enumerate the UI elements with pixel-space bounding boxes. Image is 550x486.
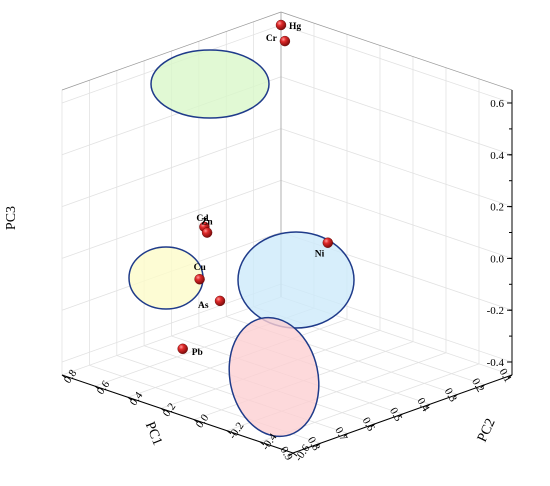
data-point-cr [279,35,291,47]
grid-line [61,128,282,207]
y-tick-mark [259,441,265,446]
data-point-pb [177,343,188,354]
z-tick-label: 0.2 [490,202,504,214]
data-point-cu [194,274,205,285]
grid-line [280,24,513,104]
x-tick-mark [316,442,321,447]
z-tick-label: 0.6 [490,98,504,110]
y-axis-title: PC2 [475,416,499,444]
x-tick-mark [398,413,403,418]
x-tick-mark [370,423,376,428]
data-point-zn [201,227,213,238]
cluster-ellipse [128,246,204,310]
data-point-as [214,295,226,307]
top-edge [61,11,282,91]
x-tick-mark [480,384,485,389]
y-tick-label: 0.2 [161,401,179,419]
x-tick-mark [507,374,513,379]
data-point-ni [322,237,333,248]
data-label-as: As [198,301,209,311]
cluster-ellipse [237,231,355,329]
y-axis-line [61,374,294,454]
x-tick-mark [452,394,458,398]
x-tick-label: 0.9 [278,445,296,463]
data-label-cd: Cd [196,214,209,224]
grid-line [61,296,282,376]
z-tick-label: -0.4 [487,357,505,369]
top-edge [280,11,513,91]
y-tick-label: -0.2 [227,420,247,441]
x-tick-mark [288,452,294,457]
y-tick-mark [193,419,199,424]
x-axis-title: PC1 [142,420,165,448]
data-label-cu: Cu [194,263,207,273]
x-tick-label: 0.6 [360,415,378,433]
cluster-ellipse [228,316,320,438]
y-tick-mark [160,407,166,412]
cluster-ellipse [150,49,270,119]
grid-line [280,128,513,207]
x-tick-mark [343,433,349,437]
x-tick-label: 0.2 [469,376,486,394]
y-tick-mark [226,430,232,435]
y-tick-mark [61,374,67,379]
z-tick-label: 0.4 [490,150,504,162]
data-point-hg [275,19,287,31]
x-tick-label: 0.5 [387,406,405,424]
y-tick-mark [292,452,298,457]
y-tick-mark [127,396,133,401]
x-tick-label: 0.7 [332,425,350,443]
data-label-ni: Ni [315,250,325,260]
z-tick-label: 0.0 [490,253,504,265]
x-tick-label: 0.3 [442,386,460,404]
x-tick-label: 0.4 [414,396,432,414]
z-tick-label: -0.2 [487,305,504,317]
data-label-pb: Pb [192,348,203,358]
data-label-zn: Zn [201,218,213,228]
z-axis-title: PC3 [4,206,19,230]
data-label-cr: Cr [266,34,278,44]
grid-line [280,180,513,259]
x-tick-mark [425,403,431,408]
grid-line [61,180,282,259]
axes [61,11,513,457]
data-label-hg: Hg [289,22,301,32]
x-tick-label: 0.1 [497,367,514,385]
grid-line [280,76,513,156]
cluster-ellipses [128,49,355,438]
y-tick-mark [94,385,100,390]
